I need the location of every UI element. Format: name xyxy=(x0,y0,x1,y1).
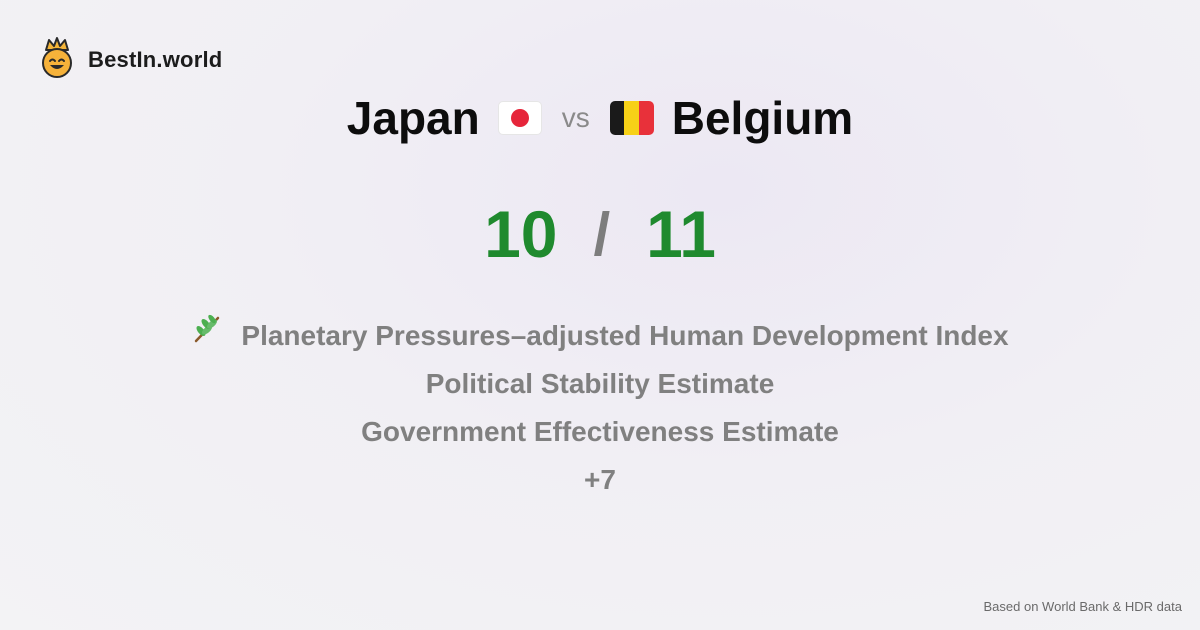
metric-label: Planetary Pressures–adjusted Human Devel… xyxy=(241,320,1009,351)
brand[interactable]: BestIn.world xyxy=(38,36,222,83)
left-country-name: Japan xyxy=(346,92,480,144)
smiling-crown-face-icon xyxy=(38,36,76,83)
metric-label: +7 xyxy=(584,464,616,495)
more-metrics-count: +7 xyxy=(0,456,1200,504)
score-separator: / xyxy=(593,200,611,268)
plant-branch-icon xyxy=(191,312,223,360)
belgium-flag-icon xyxy=(609,101,654,135)
score-row: 10 / 11 xyxy=(0,196,1200,272)
brand-name: BestIn.world xyxy=(88,46,223,72)
data-source-note: Based on World Bank & HDR data xyxy=(983,599,1182,614)
metric-item: Government Effectiveness Estimate xyxy=(0,408,1200,456)
vs-label: vs xyxy=(561,102,590,133)
japan-flag-icon xyxy=(497,101,542,135)
metric-list: Planetary Pressures–adjusted Human Devel… xyxy=(0,312,1200,504)
right-score: 11 xyxy=(646,197,716,271)
metric-item: Planetary Pressures–adjusted Human Devel… xyxy=(0,312,1200,360)
metric-label: Political Stability Estimate xyxy=(425,368,775,399)
right-country-name: Belgium xyxy=(671,92,854,144)
metric-label: Government Effectiveness Estimate xyxy=(361,416,839,447)
comparison-title: Japan vs Belgium xyxy=(0,86,1200,150)
left-score: 10 xyxy=(484,197,558,271)
metric-item: Political Stability Estimate xyxy=(0,360,1200,408)
